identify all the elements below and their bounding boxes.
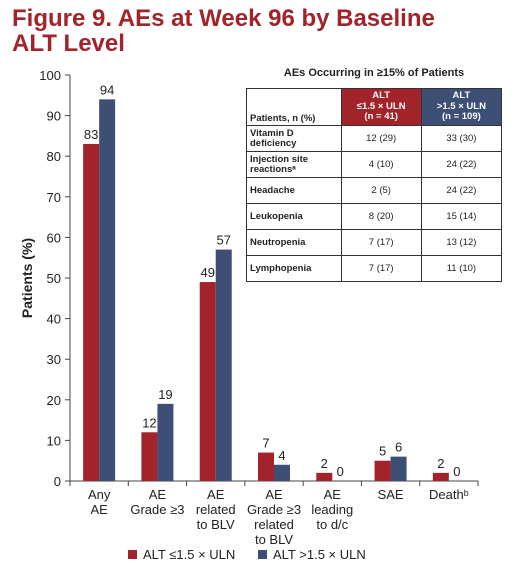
header-line: Patients, n (%) [250, 113, 316, 124]
table-cell: 2 (5) [340, 177, 422, 204]
value-label: 0 [337, 464, 344, 479]
x-tick-label: AE [324, 487, 342, 502]
table-cell: 33 (30) [420, 125, 503, 152]
table-cell: 7 (17) [340, 255, 422, 282]
value-label: 2 [437, 456, 444, 471]
y-tick-label: 0 [54, 474, 61, 489]
x-tick-label: related [254, 517, 294, 532]
y-tick-label: 20 [47, 393, 61, 408]
y-tick-label: 70 [47, 190, 61, 205]
bar [258, 452, 274, 481]
y-axis-label: Patients (%) [19, 238, 35, 318]
header-line: (n = 41) [364, 111, 398, 123]
table-cell: Leukopenia [246, 203, 342, 230]
bar [83, 144, 100, 481]
chart-title: Figure 9. AEs at Week 96 by Baseline ALT… [12, 5, 435, 57]
table-header-row: Patients, n (%) ALT ≤1.5 × ULN (n = 41) ALT >… [246, 88, 503, 126]
table-cell: 24 (22) [420, 177, 503, 204]
bar [157, 403, 174, 481]
table-cell: 8 (20) [340, 203, 422, 230]
y-tick-label: 60 [47, 230, 61, 245]
bar [374, 460, 391, 481]
table-cell: 7 (17) [340, 229, 422, 256]
x-tick-label: AE [265, 487, 283, 502]
legend-label: ALT >1.5 × ULN [273, 547, 366, 562]
header-line: ALT [372, 90, 391, 102]
table-cell: 12 (29) [340, 125, 422, 152]
table-cell: Injection site reactionsᵃ [246, 151, 342, 178]
value-label: 4 [278, 448, 285, 463]
value-label: 94 [100, 82, 114, 97]
bar [199, 282, 216, 481]
value-label: 49 [200, 265, 214, 280]
x-tick-label: AE [149, 487, 167, 502]
bar [99, 99, 116, 482]
table-cell: Headache [246, 177, 342, 204]
y-tick-label: 50 [47, 271, 61, 286]
x-tick-label: Grade ≥3 [130, 502, 184, 517]
table-row: Leukopenia 8 (20) 15 (14) [246, 203, 503, 230]
x-tick-label: Grade ≥3 [247, 502, 301, 517]
table-title: AEs Occurring in ≥15% of Patients [283, 67, 465, 79]
table-cell: 11 (10) [420, 255, 503, 282]
x-tick-label: SAE [378, 487, 404, 502]
legend-label: ALT ≤1.5 × ULN [143, 547, 235, 562]
x-tick-label: Deathᵇ [429, 487, 469, 502]
table-cell: 24 (22) [420, 151, 503, 178]
value-label: 12 [142, 415, 156, 430]
value-label: 83 [84, 127, 98, 142]
table-row: Injection site reactionsᵃ 4 (10) 24 (22) [246, 151, 503, 178]
table-header-cell: Patients, n (%) [246, 88, 342, 126]
header-line: (n = 109) [441, 111, 481, 123]
x-tick-label: AE [90, 502, 108, 517]
bar [432, 472, 449, 481]
header-line: ALT [452, 90, 471, 102]
x-tick-label: AE [207, 487, 225, 502]
value-label: 6 [395, 440, 402, 455]
y-tick-label: 80 [47, 149, 61, 164]
table-cell: Neutropenia [246, 229, 342, 256]
y-tick-label: 90 [47, 109, 61, 124]
header-line: >1.5 × ULN [436, 100, 486, 112]
value-label: 5 [379, 444, 386, 459]
table-row: Headache 2 (5) 24 (22) [246, 177, 503, 204]
x-tick-label: Any [88, 487, 111, 502]
table-row: Lymphopenia 7 (17) 11 (10) [246, 255, 503, 282]
bar [215, 249, 232, 481]
x-tick-label: related [196, 502, 236, 517]
table-cell: 13 (12) [420, 229, 503, 256]
bar [390, 456, 407, 481]
table-row: Neutropenia 7 (17) 13 (12) [246, 229, 503, 256]
table: Patients, n (%) ALT ≤1.5 × ULN (n = 41) ALT >… [246, 88, 503, 282]
value-label: 2 [321, 456, 328, 471]
y-tick-label: 30 [47, 352, 61, 367]
value-label: 7 [262, 436, 269, 451]
legend-swatch [128, 550, 137, 559]
table-cell: Vitamin D deficiency [246, 125, 342, 152]
bar [274, 464, 290, 481]
table-cell: 4 (10) [340, 151, 422, 178]
y-tick-label: 40 [47, 312, 61, 327]
y-tick-label: 100 [39, 68, 61, 83]
legend-swatch [258, 550, 267, 559]
table-row: Vitamin D deficiency 12 (29) 33 (30) [246, 125, 503, 152]
table-header-cell: ALT >1.5 × ULN (n = 109) [420, 88, 503, 126]
value-label: 0 [453, 464, 460, 479]
x-tick-label: to d/c [316, 517, 348, 532]
value-label: 19 [158, 387, 172, 402]
x-tick-label: leading [311, 502, 353, 517]
header-line: ≤1.5 × ULN [356, 100, 406, 112]
table-cell: Lymphopenia [246, 255, 342, 282]
value-label: 57 [216, 233, 230, 248]
bar [141, 432, 158, 481]
table-header-cell: ALT ≤1.5 × ULN (n = 41) [340, 88, 422, 126]
bar [316, 472, 333, 481]
table-cell: 15 (14) [420, 203, 503, 230]
x-tick-label: to BLV [197, 517, 235, 532]
x-tick-label: to BLV [255, 532, 293, 547]
y-tick-label: 10 [47, 433, 61, 448]
